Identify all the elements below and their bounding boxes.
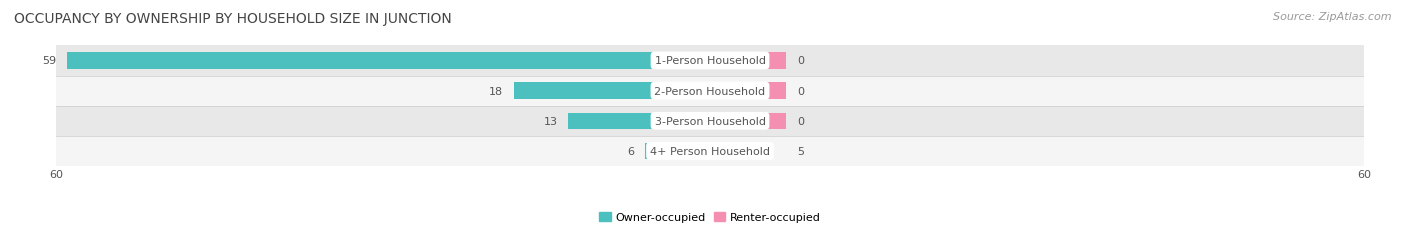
Text: 3-Person Household: 3-Person Household [655,116,765,126]
Text: 0: 0 [797,116,804,126]
Bar [56,46,1364,76]
Bar [644,143,710,160]
Bar [56,106,1364,136]
Bar [710,53,786,70]
Text: 1-Person Household: 1-Person Household [655,56,765,66]
Text: Source: ZipAtlas.com: Source: ZipAtlas.com [1274,12,1392,21]
Bar [710,113,786,130]
Text: 18: 18 [489,86,503,96]
Bar [56,76,1364,106]
Bar [710,143,765,160]
Text: OCCUPANCY BY OWNERSHIP BY HOUSEHOLD SIZE IN JUNCTION: OCCUPANCY BY OWNERSHIP BY HOUSEHOLD SIZE… [14,12,451,25]
Bar [568,113,710,130]
Text: 5: 5 [797,146,804,156]
Bar [710,83,786,100]
Text: 6: 6 [627,146,634,156]
Text: 4+ Person Household: 4+ Person Household [650,146,770,156]
Text: 59: 59 [42,56,56,66]
Bar [515,83,710,100]
Text: 13: 13 [544,116,558,126]
Bar [56,136,1364,166]
Bar [67,53,710,70]
Text: 0: 0 [797,86,804,96]
Text: 2-Person Household: 2-Person Household [654,86,766,96]
Legend: Owner-occupied, Renter-occupied: Owner-occupied, Renter-occupied [595,208,825,227]
Text: 0: 0 [797,56,804,66]
